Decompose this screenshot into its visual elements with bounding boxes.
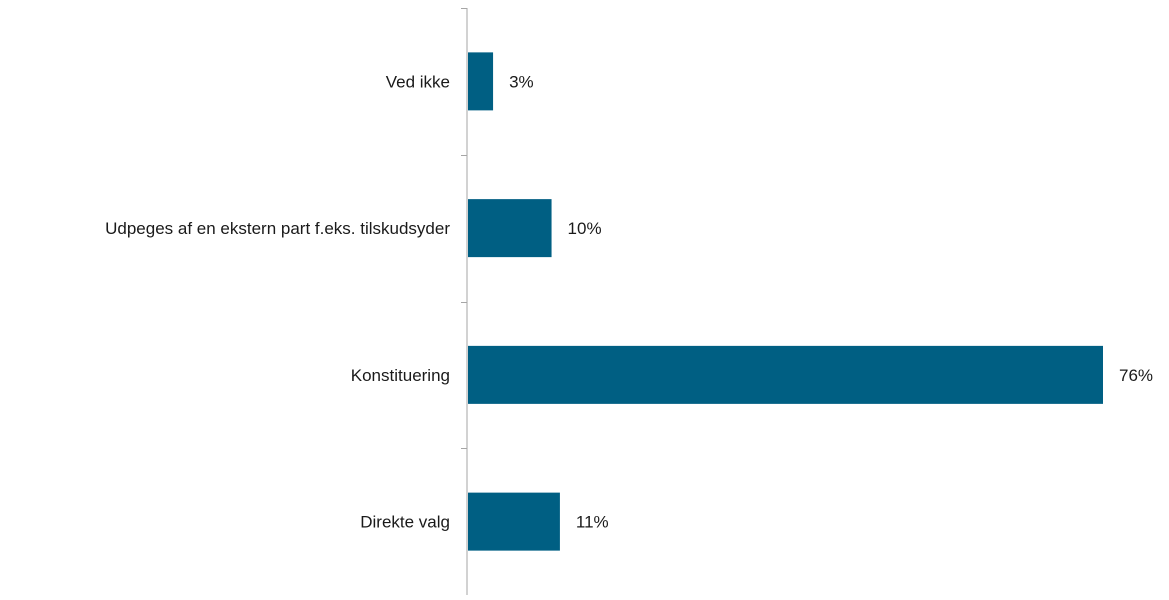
labels-layer: Ved ikke 3% Udpeges af en ekstern part f.e… xyxy=(105,72,1153,531)
bar-0 xyxy=(468,52,494,111)
data-label: 3% xyxy=(509,72,534,91)
bar-2 xyxy=(468,345,1103,404)
category-label: Direkte valg xyxy=(360,513,450,532)
bar-3 xyxy=(468,492,560,551)
bar-1 xyxy=(468,199,552,258)
category-label: Udpeges af en ekstern part f.eks. tilsku… xyxy=(105,219,450,238)
data-label: 76% xyxy=(1119,366,1153,385)
axis-layer xyxy=(461,8,468,595)
data-label: 11% xyxy=(576,513,609,532)
data-label: 10% xyxy=(568,219,602,238)
category-label: Konstituering xyxy=(351,366,450,385)
bars-layer xyxy=(468,52,1103,551)
category-label: Ved ikke xyxy=(386,72,450,91)
